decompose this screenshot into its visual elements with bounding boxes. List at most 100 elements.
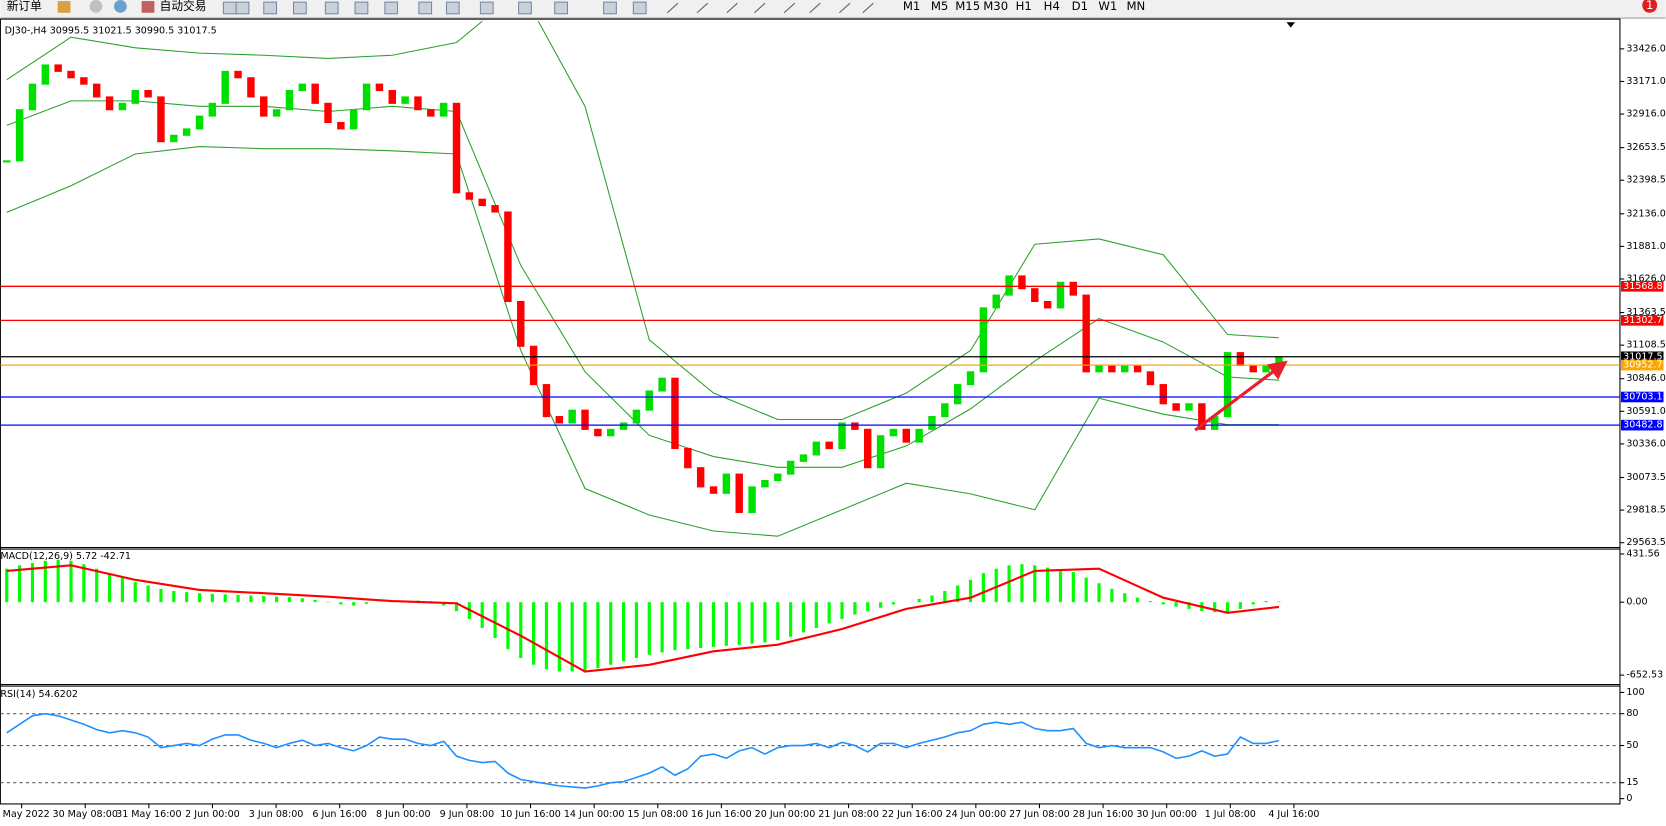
icon[interactable] bbox=[114, 0, 127, 13]
tool-icon[interactable] bbox=[554, 1, 569, 15]
timeframe-button[interactable]: M1 bbox=[903, 0, 921, 13]
price-level-label: 30952.7 bbox=[1623, 360, 1662, 371]
draw-tool[interactable] bbox=[783, 2, 796, 14]
y-tick-label: 30846.0 bbox=[1626, 373, 1665, 384]
icon[interactable] bbox=[57, 1, 71, 13]
candle bbox=[1133, 364, 1142, 373]
candle bbox=[709, 486, 718, 494]
macd-bar bbox=[95, 568, 99, 603]
candle bbox=[234, 70, 242, 79]
timeframe-button[interactable]: MN bbox=[1126, 0, 1145, 13]
macd-bar bbox=[711, 602, 716, 647]
toolbar-bg bbox=[0, 0, 1666, 19]
tool-icon[interactable] bbox=[354, 1, 369, 15]
price-level-tag bbox=[1621, 280, 1664, 292]
candle bbox=[1172, 403, 1180, 411]
macd-bar bbox=[1020, 564, 1024, 603]
timeframe-button[interactable]: H1 bbox=[1016, 0, 1032, 13]
macd-bar bbox=[1251, 602, 1255, 605]
candle bbox=[979, 307, 988, 373]
x-tick-label: 15 Jun 08:00 bbox=[627, 809, 688, 820]
macd-panel bbox=[5, 559, 1281, 673]
price-level-tag bbox=[1621, 359, 1664, 371]
draw-tool[interactable] bbox=[666, 2, 679, 14]
candle bbox=[607, 428, 615, 437]
macd-bar bbox=[1058, 569, 1063, 603]
macd-bar bbox=[120, 577, 124, 603]
candle bbox=[221, 70, 229, 104]
macd-bar bbox=[943, 591, 947, 603]
macd-bar bbox=[249, 595, 253, 603]
macd-bar bbox=[185, 592, 189, 603]
macd-bar bbox=[236, 594, 240, 603]
tool-icon[interactable] bbox=[263, 1, 278, 15]
y-tick-label: 50 bbox=[1626, 740, 1638, 751]
tool-icon[interactable] bbox=[603, 1, 617, 15]
draw-tool[interactable] bbox=[754, 2, 766, 14]
macd-bar bbox=[1264, 601, 1268, 603]
macd-bar bbox=[1033, 565, 1037, 603]
new-order-button[interactable]: 新订单 bbox=[7, 0, 42, 13]
badge[interactable] bbox=[1642, 0, 1658, 13]
y-tick-label: 32398.5 bbox=[1626, 175, 1665, 186]
timeframe-button[interactable]: M30 bbox=[983, 0, 1008, 13]
timeframe-button[interactable]: W1 bbox=[1098, 0, 1117, 13]
candle bbox=[1275, 356, 1283, 366]
tool-icon[interactable] bbox=[445, 1, 460, 15]
candle bbox=[427, 109, 435, 117]
candle bbox=[1108, 364, 1116, 373]
macd-bar bbox=[544, 602, 549, 670]
draw-tool[interactable] bbox=[862, 2, 874, 14]
macd-bar bbox=[300, 598, 304, 603]
draw-tool[interactable] bbox=[809, 2, 821, 14]
icon[interactable] bbox=[141, 1, 155, 13]
y-tick-label: 33171.0 bbox=[1626, 76, 1665, 87]
tool-icon[interactable] bbox=[518, 1, 532, 15]
timeframe-button[interactable]: M5 bbox=[931, 0, 949, 13]
tool-icon[interactable] bbox=[324, 1, 339, 15]
candle bbox=[157, 96, 165, 143]
tool-icon[interactable] bbox=[632, 1, 647, 15]
y-tick-label: -652.53 bbox=[1626, 670, 1663, 681]
draw-tool[interactable] bbox=[839, 2, 851, 14]
macd-bar bbox=[262, 596, 266, 603]
price-level-label: 31017.5 bbox=[1623, 351, 1662, 362]
macd-bar bbox=[493, 602, 497, 638]
tool-icon[interactable] bbox=[418, 1, 433, 15]
candle bbox=[594, 428, 602, 437]
icon[interactable] bbox=[89, 0, 103, 13]
candle bbox=[632, 409, 641, 424]
auto-trade-button[interactable]: 自动交易 bbox=[160, 0, 207, 13]
macd-bar bbox=[634, 602, 639, 659]
macd-bar bbox=[686, 602, 690, 650]
macd-bar bbox=[197, 593, 202, 603]
candle bbox=[272, 109, 281, 117]
price-level-label: 31302.7 bbox=[1623, 315, 1662, 326]
draw-tool[interactable] bbox=[696, 2, 709, 14]
macd-bar bbox=[647, 602, 651, 655]
candle bbox=[504, 211, 512, 303]
timeframe-button[interactable]: D1 bbox=[1072, 0, 1088, 13]
candle bbox=[1056, 281, 1065, 309]
trend-arrow bbox=[1194, 360, 1288, 432]
tool-icon[interactable] bbox=[292, 1, 307, 15]
draw-tool[interactable] bbox=[726, 2, 738, 14]
candle bbox=[1095, 364, 1103, 373]
macd-bar bbox=[1007, 565, 1011, 603]
timeframe-button[interactable]: H4 bbox=[1044, 0, 1060, 13]
y-tick-label: 31108.5 bbox=[1626, 340, 1665, 351]
y-tick-label: 0.00 bbox=[1626, 597, 1647, 608]
macd-signal bbox=[6, 564, 1280, 673]
macd-bar bbox=[1187, 602, 1191, 609]
tool-icon[interactable] bbox=[384, 1, 399, 15]
x-tick-label: 31 May 16:00 bbox=[116, 809, 181, 820]
candle bbox=[260, 96, 268, 117]
tool-icon[interactable] bbox=[235, 1, 250, 15]
tool-icon[interactable] bbox=[222, 1, 237, 15]
tool-icon[interactable] bbox=[479, 1, 494, 15]
timeframe-button[interactable]: M15 bbox=[955, 0, 980, 13]
candle bbox=[864, 428, 872, 469]
candle bbox=[54, 64, 62, 72]
macd-bar bbox=[1110, 588, 1114, 603]
y-tick-label: 100 bbox=[1626, 687, 1644, 698]
